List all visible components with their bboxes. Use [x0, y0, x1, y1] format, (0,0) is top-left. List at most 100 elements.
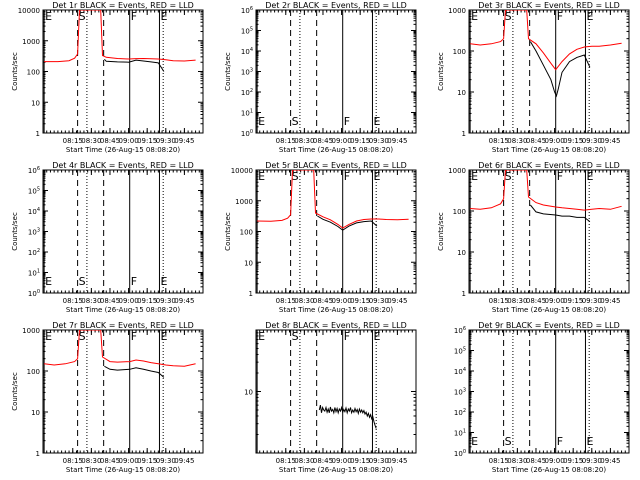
series-line-1	[470, 10, 622, 71]
x-tick-label: 09:15	[350, 457, 370, 465]
plot-frame	[255, 169, 417, 294]
x-tick-label: 08:45	[100, 457, 120, 465]
x-tick-label: 09:45	[600, 457, 620, 465]
x-tick-label: 08:15	[276, 297, 296, 305]
y-tick-label: 100	[453, 48, 466, 56]
chart-panel-1: Det 1r BLACK = Events, RED = LLD 1 10 100 10…	[11, 1, 204, 154]
chart-title: Det 8r BLACK = Events, RED = LLD	[265, 321, 407, 330]
y-tick-label: 103	[454, 388, 466, 397]
y-tick-label: 105	[454, 347, 466, 356]
marker-label: F	[557, 435, 563, 448]
x-tick-label: 08:30	[81, 457, 101, 465]
x-tick-label: 08:30	[294, 137, 314, 145]
marker-label: S	[79, 10, 86, 23]
x-tick-label: 09:15	[563, 137, 583, 145]
marker-label: E	[586, 170, 593, 183]
marker-label: E	[160, 275, 167, 288]
x-tick-label: 08:30	[294, 457, 314, 465]
y-tick-label: 105	[28, 187, 40, 196]
y-tick-label: 104	[241, 47, 253, 56]
y-tick-label: 10000	[231, 167, 253, 175]
plot-frame	[42, 329, 204, 454]
y-tick-label: 104	[454, 367, 466, 376]
chart-title: Det 3r BLACK = Events, RED = LLD	[478, 1, 620, 10]
x-tick-label: 09:30	[156, 137, 176, 145]
y-tick-label: 101	[454, 429, 466, 438]
chart-panel-9: Det 9r BLACK = Events, RED = LLD 100 101 10…	[454, 321, 630, 474]
x-tick-label: 09:15	[350, 297, 370, 305]
y-tick-label: 102	[454, 408, 466, 417]
x-tick-label: 08:45	[526, 457, 546, 465]
x-tick-label: 09:30	[369, 297, 389, 305]
x-tick-label: 08:15	[489, 457, 509, 465]
plot-frame	[42, 169, 204, 294]
x-tick-label: 08:30	[81, 297, 101, 305]
series-line-1	[470, 170, 622, 211]
y-axis-label: Counts/sec	[11, 52, 19, 91]
x-tick-label: 08:45	[100, 137, 120, 145]
marker-label: E	[471, 435, 478, 448]
x-tick-label: 09:30	[582, 457, 602, 465]
x-tick-label: 09:00	[544, 457, 564, 465]
series-line-2	[317, 215, 378, 231]
series-line-1	[44, 330, 196, 367]
x-tick-label: 09:15	[137, 297, 157, 305]
y-tick-label: 100	[454, 449, 466, 458]
y-tick-label: 100	[27, 368, 40, 376]
series-line-2	[529, 41, 591, 98]
y-tick-label: 100	[240, 229, 253, 237]
plot-frame	[255, 329, 417, 454]
y-tick-label: 100	[27, 69, 40, 77]
y-tick-label: 1000	[22, 38, 40, 46]
y-tick-label: 10	[31, 409, 40, 417]
x-tick-label: 09:00	[118, 457, 138, 465]
plot-frame	[42, 9, 204, 134]
series-line-2	[104, 365, 165, 378]
x-tick-label: 08:15	[276, 457, 296, 465]
x-tick-label: 08:45	[313, 457, 333, 465]
y-tick-label: 1	[462, 290, 466, 298]
y-tick-label: 106	[241, 6, 253, 15]
x-tick-label: 08:15	[63, 297, 83, 305]
x-tick-label: 08:15	[276, 137, 296, 145]
plot-frame	[468, 9, 630, 134]
x-tick-label: 09:15	[137, 137, 157, 145]
marker-label: E	[471, 10, 478, 23]
marker-label: F	[344, 330, 350, 343]
x-tick-label: 08:30	[507, 457, 527, 465]
chart-title: Det 9r BLACK = Events, RED = LLD	[478, 321, 620, 330]
chart-title: Det 7r BLACK = Events, RED = LLD	[52, 321, 194, 330]
chart-title: Det 1r BLACK = Events, RED = LLD	[52, 1, 194, 10]
y-tick-label: 10	[457, 249, 466, 257]
y-tick-label: 104	[28, 207, 40, 216]
x-tick-label: 09:00	[544, 297, 564, 305]
marker-label: F	[131, 275, 137, 288]
y-tick-label: 1	[36, 130, 40, 138]
chart-panel-2: Det 2r BLACK = Events, RED = LLD 100 101 10…	[224, 1, 417, 154]
chart-panel-3: Det 3r BLACK = Events, RED = LLD 1 10 100 10…	[437, 1, 630, 154]
x-tick-label: 09:45	[600, 297, 620, 305]
marker-label: E	[258, 115, 265, 128]
x-tick-label: 09:30	[369, 457, 389, 465]
x-tick-label: 08:45	[526, 137, 546, 145]
x-tick-label: 09:15	[563, 297, 583, 305]
x-tick-label: 08:45	[100, 297, 120, 305]
x-tick-label: 08:15	[63, 137, 83, 145]
marker-label: F	[557, 10, 563, 23]
y-tick-label: 10	[244, 389, 253, 397]
x-tick-label: 09:00	[118, 137, 138, 145]
x-tick-label: 09:15	[563, 457, 583, 465]
y-tick-label: 103	[28, 228, 40, 237]
y-tick-label: 101	[28, 269, 40, 278]
marker-label: S	[292, 330, 299, 343]
marker-label: F	[557, 170, 563, 183]
x-axis-label: Start Time (26-Aug-15 08:08:20)	[492, 146, 606, 154]
x-tick-label: 09:30	[582, 137, 602, 145]
marker-label: E	[45, 330, 52, 343]
x-tick-label: 09:00	[331, 137, 351, 145]
plot-frame	[468, 329, 630, 454]
x-axis-label: Start Time (26-Aug-15 08:08:20)	[66, 146, 180, 154]
series-line-1	[257, 170, 409, 229]
x-tick-label: 08:30	[507, 297, 527, 305]
